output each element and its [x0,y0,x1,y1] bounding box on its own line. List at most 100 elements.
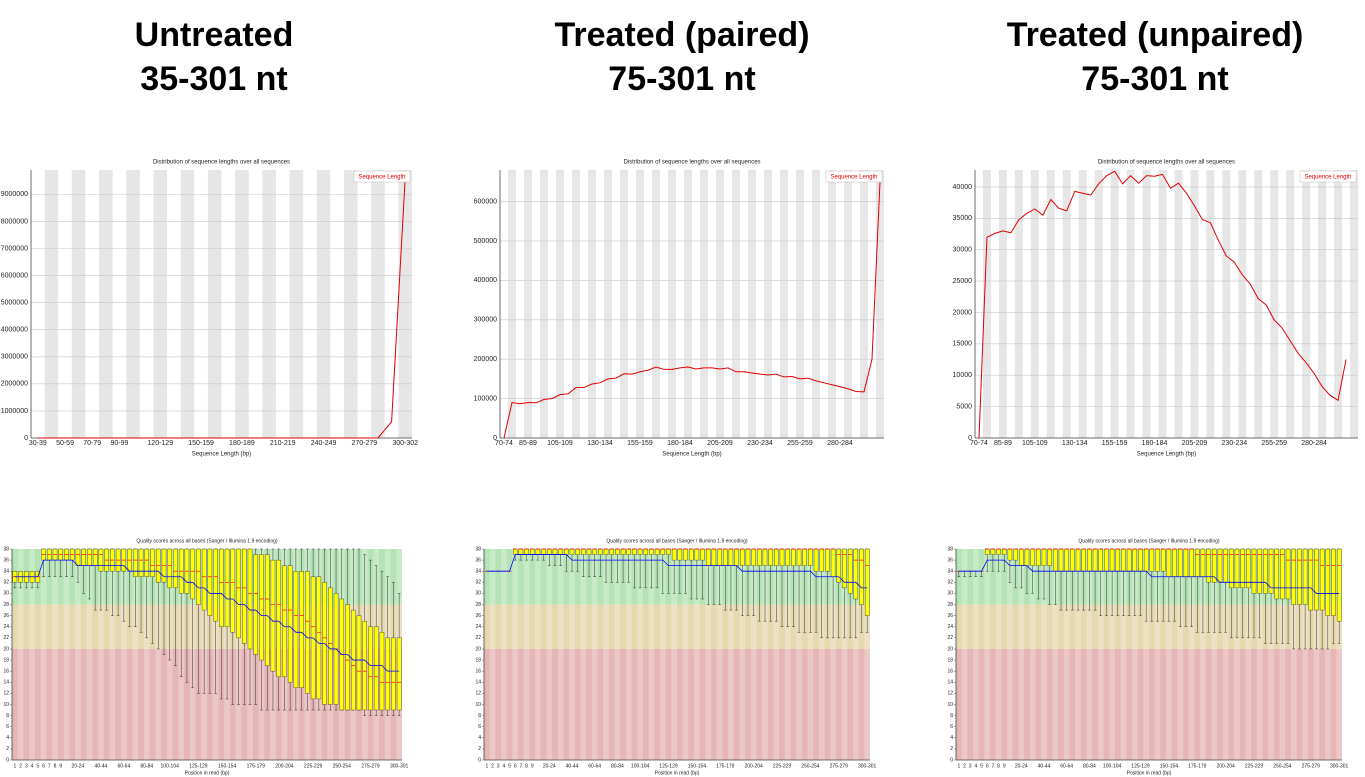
y-tick-label: 15000 [953,341,973,348]
y-tick-label: 16 [3,668,9,674]
y-tick-label: 10000 [953,372,973,379]
box [253,554,259,655]
stripe [580,549,587,760]
box [1166,548,1172,577]
x-tick-label: 175-179 [247,763,266,769]
stripe [1046,170,1055,438]
x-tick-label: 7 [992,763,995,769]
x-tick-label: 300-301 [390,763,409,769]
x-tick-label: 275-279 [361,763,380,769]
x-axis-label: Sequence Length (bp) [662,452,721,458]
box [259,554,264,661]
stripe [748,170,756,438]
stripe [523,549,530,760]
box [717,548,722,566]
stripe [1324,549,1331,760]
stripe [109,549,116,760]
stripe [1302,549,1308,760]
box [796,548,802,566]
stripe [207,170,222,438]
y-tick-label: 22 [3,635,9,641]
x-tick-label: 175-179 [1188,763,1207,769]
x-tick-label: 40-44 [566,763,579,769]
stripe [1014,170,1023,438]
box [287,565,293,683]
x-tick-label: 20-24 [543,763,556,769]
stripe [1007,549,1013,760]
y-tick-label: 1000000 [1,408,28,415]
box [859,548,864,605]
stripe [1206,170,1215,438]
legend-box [353,170,411,183]
chart-title: Distribution of sequence lengths over al… [1098,160,1235,166]
box [791,548,796,566]
box [1138,548,1143,572]
box [569,548,575,555]
box [373,626,379,711]
y-tick-label: 24 [475,624,481,630]
box [1024,548,1030,566]
box [87,548,92,566]
stripe [153,170,168,438]
stripe [1268,549,1274,760]
stripe [1029,549,1036,760]
x-tick-label: 1 [485,763,488,769]
stripe [961,549,968,760]
stripe [784,549,791,760]
y-tick-label: 26 [3,613,9,619]
stripe [614,549,621,760]
x-tick-label: 155-159 [627,440,653,447]
mean-line [486,554,868,589]
x-tick-label: 80-84 [1083,763,1096,769]
y-tick-label: 5000 [956,403,972,410]
box [138,548,144,577]
box [356,615,362,711]
stripe [864,549,870,760]
box [1160,548,1166,572]
box [592,548,597,555]
x-tick-label: 60-64 [1060,763,1073,769]
box [1234,548,1240,589]
stripe [1018,549,1025,760]
box [1195,548,1200,577]
stripe [1109,549,1115,760]
stripe [780,170,788,438]
box [293,571,299,689]
y-tick-label: 18 [947,657,953,663]
x-tick-label: 3 [25,763,28,769]
box [825,548,830,572]
stripe [120,549,127,760]
box [1229,548,1234,589]
box [133,548,138,577]
stripe [728,549,734,760]
y-tick-label: 38 [947,546,953,552]
x-tick-label: 85-89 [994,440,1012,447]
stripe [1238,170,1247,438]
x-tick-label: 205-209 [707,440,733,447]
stripe [289,170,304,438]
y-tick-label: 26 [947,613,953,619]
x-tick-label: 180-189 [229,440,255,447]
box [1092,548,1098,572]
stripe [86,549,93,760]
x-tick-label: 225-229 [1245,763,1264,769]
x-tick-label: 105-109 [1022,440,1048,447]
box [1177,548,1183,577]
y-tick-label: 6 [950,724,953,730]
stripe [52,549,58,760]
stripe [44,170,59,438]
box [524,548,529,555]
box [530,548,535,555]
y-tick-label: 8000000 [1,218,28,225]
stripe [1318,170,1327,438]
stripe [637,549,643,760]
y-tick-label: 14 [947,680,953,686]
x-tick-label: 70-74 [495,440,513,447]
box [1075,548,1081,572]
box [751,548,756,566]
chart-title: Distribution of sequence lengths over al… [153,160,290,166]
y-tick-label: 28 [475,602,481,608]
stripe [1131,549,1138,760]
stripe [371,170,385,438]
stripe [1086,549,1093,760]
